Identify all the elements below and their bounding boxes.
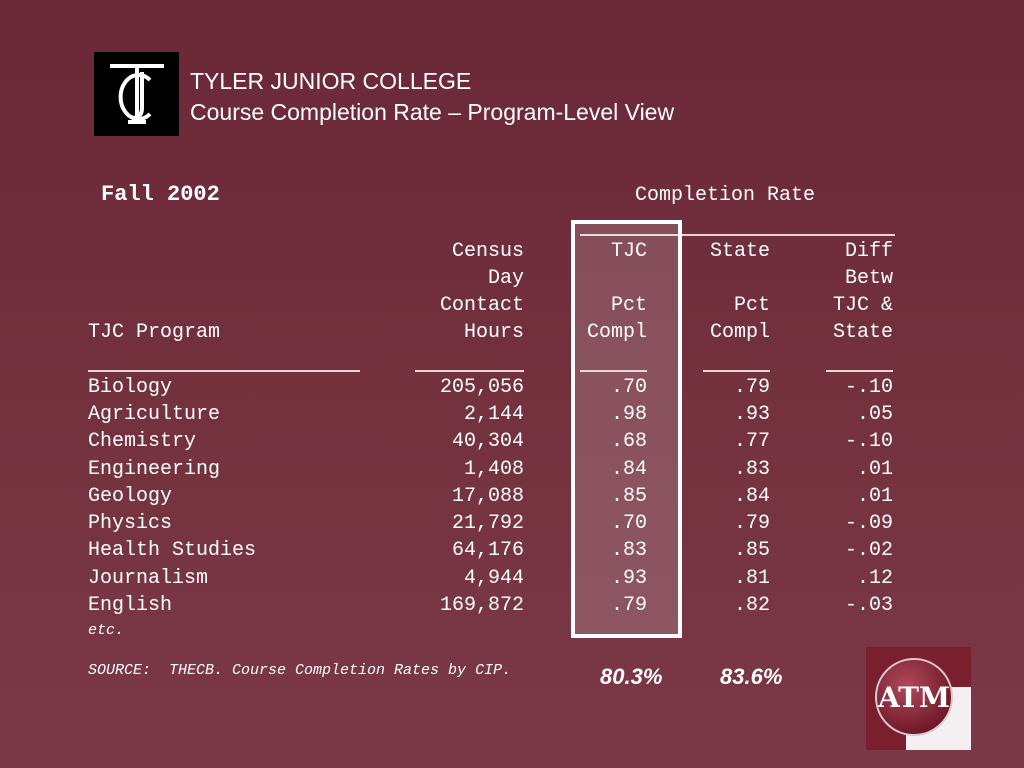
tamu-logo-mark: ATM: [866, 647, 971, 750]
hours-header-3: Contact: [439, 294, 524, 317]
table-row: Biology 205,056 .70 .79 -.10: [0, 376, 1024, 403]
tjc-cell: .83: [610, 539, 647, 562]
state-cell: .79: [733, 512, 770, 535]
tjc-cell: .68: [610, 430, 647, 453]
program-cell: Journalism: [88, 567, 209, 590]
state-header-2: Pct: [733, 294, 770, 317]
diff-header-1: Diff: [844, 240, 893, 263]
diff-cell: .05: [856, 403, 893, 426]
term-label: Fall 2002: [101, 182, 220, 207]
hours-cell: 169,872: [439, 594, 524, 617]
tjc-logo: [94, 52, 179, 136]
diff-cell: .12: [856, 567, 893, 590]
state-header-1: State: [709, 240, 770, 263]
tamu-logo: ATM: [866, 647, 971, 750]
program-cell: Geology: [88, 485, 173, 508]
diff-cell: -.10: [844, 430, 893, 453]
completion-rate-header: Completion Rate: [635, 184, 816, 207]
hours-header-2: Day: [487, 267, 524, 290]
etc-note: etc.: [88, 622, 125, 639]
state-cell: .85: [733, 539, 770, 562]
diff-header-3: TJC &: [832, 294, 893, 317]
hours-header-1: Census: [451, 240, 524, 263]
tjc-cell: .85: [610, 485, 647, 508]
hours-underline: [415, 370, 524, 372]
diff-header-4: State: [832, 321, 893, 344]
tjc-cell: .98: [610, 403, 647, 426]
table-row: Journalism 4,944 .93 .81 .12: [0, 567, 1024, 594]
table-row: Physics 21,792 .70 .79 -.09: [0, 512, 1024, 539]
completion-rate-rule: [580, 234, 895, 236]
diff-underline: [826, 370, 893, 372]
diff-cell: .01: [856, 458, 893, 481]
tamu-logo-text: ATM: [877, 681, 950, 714]
diff-cell: .01: [856, 485, 893, 508]
program-underline: [88, 370, 360, 372]
tjc-cell: .84: [610, 458, 647, 481]
program-cell: Agriculture: [88, 403, 221, 426]
college-name: TYLER JUNIOR COLLEGE: [190, 68, 472, 94]
program-cell: Chemistry: [88, 430, 197, 453]
program-cell: Biology: [88, 376, 173, 399]
tjc-underline: [580, 370, 647, 372]
program-cell: Health Studies: [88, 539, 257, 562]
table-row: Chemistry 40,304 .68 .77 -.10: [0, 430, 1024, 457]
program-cell: English: [88, 594, 173, 617]
title-block: TYLER JUNIOR COLLEGE Course Completion R…: [190, 66, 674, 128]
tjc-cell: .79: [610, 594, 647, 617]
tjc-total: 80.3%: [600, 664, 663, 689]
diff-cell: -.10: [844, 376, 893, 399]
tjc-header-2: Pct: [610, 294, 647, 317]
tjc-cell: .70: [610, 512, 647, 535]
source-note: SOURCE: THECB. Course Completion Rates b…: [88, 662, 512, 679]
tjc-column-highlight: [571, 220, 682, 638]
state-cell: .82: [733, 594, 770, 617]
state-underline: [703, 370, 770, 372]
state-cell: .83: [733, 458, 770, 481]
table-row: Health Studies 64,176 .83 .85 -.02: [0, 539, 1024, 566]
program-cell: Physics: [88, 512, 173, 535]
diff-header-2: Betw: [844, 267, 893, 290]
tjc-header-3: Compl: [586, 321, 647, 344]
tjc-cell: .93: [610, 567, 647, 590]
state-cell: .79: [733, 376, 770, 399]
state-cell: .77: [733, 430, 770, 453]
table-row: Geology 17,088 .85 .84 .01: [0, 485, 1024, 512]
hours-cell: 21,792: [451, 512, 524, 535]
diff-cell: -.09: [844, 512, 893, 535]
hours-header-4: Hours: [463, 321, 524, 344]
table-row: Engineering 1,408 .84 .83 .01: [0, 458, 1024, 485]
state-cell: .93: [733, 403, 770, 426]
state-cell: .84: [733, 485, 770, 508]
hours-cell: 1,408: [463, 458, 524, 481]
table-row: Agriculture 2,144 .98 .93 .05: [0, 403, 1024, 430]
diff-cell: -.02: [844, 539, 893, 562]
diff-cell: -.03: [844, 594, 893, 617]
state-cell: .81: [733, 567, 770, 590]
table-row: English 169,872 .79 .82 -.03: [0, 594, 1024, 621]
hours-cell: 4,944: [463, 567, 524, 590]
tjc-logo-mark: [109, 64, 164, 124]
hours-cell: 64,176: [451, 539, 524, 562]
tjc-header-1: TJC: [610, 240, 647, 263]
hours-cell: 205,056: [439, 376, 524, 399]
page-title: Course Completion Rate – Program-Level V…: [190, 99, 675, 125]
hours-cell: 40,304: [451, 430, 524, 453]
program-cell: Engineering: [88, 458, 221, 481]
tjc-cell: .70: [610, 376, 647, 399]
state-total: 83.6%: [720, 664, 783, 689]
program-header: TJC Program: [88, 321, 221, 344]
hours-cell: 17,088: [451, 485, 524, 508]
hours-cell: 2,144: [463, 403, 524, 426]
state-header-3: Compl: [709, 321, 770, 344]
